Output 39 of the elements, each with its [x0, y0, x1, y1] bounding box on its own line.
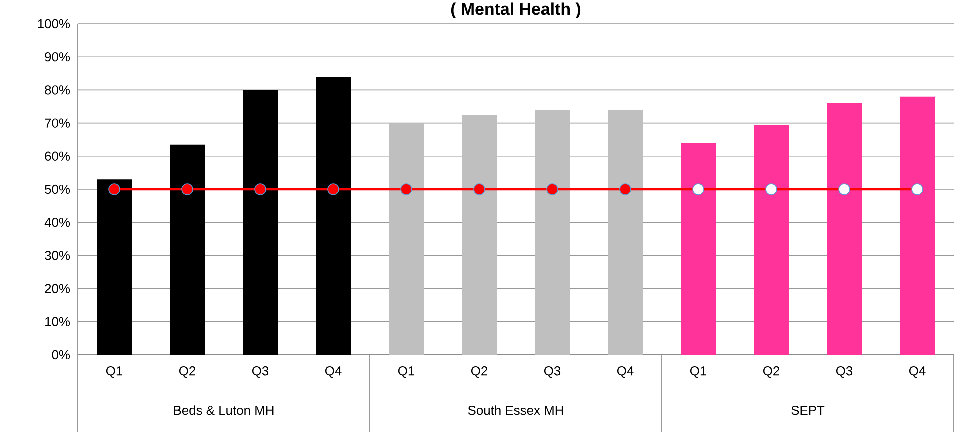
bar — [900, 96, 936, 355]
x-tick-label: Q2 — [179, 366, 196, 378]
y-tick-label: 70% — [45, 118, 70, 128]
bar — [827, 103, 862, 355]
y-tick-label: 50% — [45, 184, 70, 194]
text: Beds & Luton MH — [174, 406, 274, 416]
x-tick-label: Q1 — [106, 366, 123, 378]
bar — [754, 124, 790, 355]
y-tick-label: 40% — [44, 218, 70, 228]
y-tick-label: 10% — [46, 317, 70, 326]
text: South Essex MH — [468, 406, 564, 416]
bar — [170, 144, 205, 355]
x-tick-label: Q1 — [690, 366, 707, 378]
y-tick-label: 0% — [52, 350, 70, 360]
x-tick-label: Q4 — [617, 366, 634, 378]
y-tick-label: 60% — [45, 152, 70, 161]
y-tick-label: 20% — [45, 284, 70, 294]
x-tick-label: Q4 — [325, 366, 342, 378]
bar — [389, 123, 424, 355]
bar — [681, 143, 716, 355]
bar — [608, 110, 644, 355]
y-tick-label: 100% — [38, 19, 70, 29]
chart-title: ( Mental Health ) — [451, 2, 581, 18]
bar — [535, 110, 570, 355]
x-tick-label: Q1 — [398, 366, 415, 378]
text: SEPT — [792, 406, 825, 416]
y-tick-label: 30% — [45, 251, 70, 260]
bar — [243, 90, 278, 355]
bar — [462, 115, 498, 355]
bar — [97, 180, 132, 355]
x-tick-label: Q3 — [544, 366, 561, 378]
bar — [316, 76, 352, 355]
x-tick-label: Q2 — [471, 366, 488, 378]
x-tick-label: Q3 — [836, 366, 853, 378]
y-tick-label: 90% — [45, 52, 70, 62]
x-tick-label: Q3 — [252, 366, 269, 378]
y-tick-label: 80% — [45, 86, 70, 95]
x-tick-label: Q4 — [909, 366, 926, 378]
x-tick-label: Q2 — [763, 366, 780, 378]
